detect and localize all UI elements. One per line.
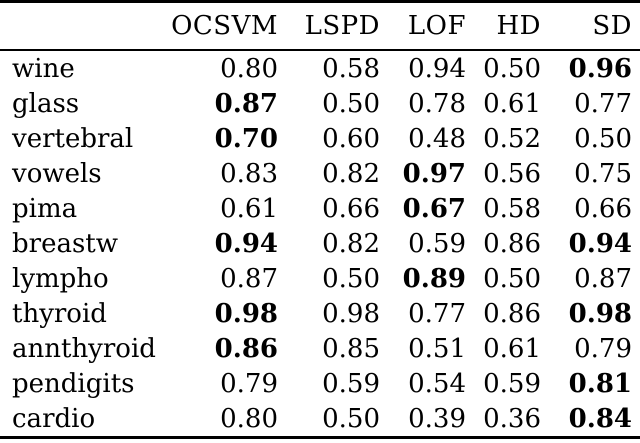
header-cell-dataset — [0, 1, 168, 51]
value-cell: 0.78 — [408, 88, 466, 119]
value-cell: 0.59 — [483, 368, 541, 399]
value-cell: 0.48 — [408, 123, 466, 154]
value-cell: 0.86 — [483, 298, 541, 329]
row-label: cardio — [12, 403, 96, 434]
row-label: lympho — [12, 263, 109, 294]
value-cell: 0.60 — [322, 123, 380, 154]
row-label: vertebral — [12, 123, 134, 154]
value-cell: 0.80 — [220, 403, 278, 434]
table-row: pima 0.61 0.66 0.67 0.58 0.66 — [0, 191, 640, 226]
value-cell: 0.52 — [483, 123, 541, 154]
value-cell: 0.82 — [322, 158, 380, 189]
value-cell: 0.54 — [408, 368, 466, 399]
table-body: wine 0.80 0.58 0.94 0.50 0.96 glass 0.87… — [0, 50, 640, 438]
value-cell: 0.77 — [408, 298, 466, 329]
value-cell: 0.51 — [408, 333, 466, 364]
table-row: wine 0.80 0.58 0.94 0.50 0.96 — [0, 50, 640, 86]
value-cell: 0.70 — [214, 123, 278, 154]
value-cell: 0.98 — [214, 298, 278, 329]
value-cell: 0.59 — [322, 368, 380, 399]
value-cell: 0.75 — [574, 158, 632, 189]
value-cell: 0.86 — [214, 333, 278, 364]
value-cell: 0.87 — [214, 88, 278, 119]
value-cell: 0.77 — [574, 88, 632, 119]
value-cell: 0.98 — [322, 298, 380, 329]
value-cell: 0.50 — [483, 53, 541, 84]
value-cell: 0.89 — [402, 263, 466, 294]
value-cell: 0.58 — [322, 53, 380, 84]
header-cell-lspd: LSPD — [278, 1, 380, 51]
row-label: pima — [12, 193, 78, 224]
table-row: glass 0.87 0.50 0.78 0.61 0.77 — [0, 86, 640, 121]
table-row: lympho 0.87 0.50 0.89 0.50 0.87 — [0, 261, 640, 296]
row-label: glass — [12, 88, 80, 119]
value-cell: 0.67 — [402, 193, 466, 224]
value-cell: 0.79 — [574, 333, 632, 364]
value-cell: 0.81 — [568, 368, 632, 399]
header-row: OCSVM LSPD LOF HD SD — [0, 1, 640, 51]
value-cell: 0.50 — [322, 403, 380, 434]
header-cell-sd: SD — [541, 1, 640, 51]
value-cell: 0.94 — [408, 53, 466, 84]
table-row: thyroid 0.98 0.98 0.77 0.86 0.98 — [0, 296, 640, 331]
value-cell: 0.66 — [322, 193, 380, 224]
value-cell: 0.56 — [483, 158, 541, 189]
table-header: OCSVM LSPD LOF HD SD — [0, 1, 640, 51]
value-cell: 0.94 — [568, 228, 632, 259]
header-cell-ocsvm: OCSVM — [168, 1, 278, 51]
row-label: vowels — [12, 158, 102, 189]
row-label: thyroid — [12, 298, 107, 329]
table-row: vowels 0.83 0.82 0.97 0.56 0.75 — [0, 156, 640, 191]
row-label: breastw — [12, 228, 119, 259]
value-cell: 0.59 — [408, 228, 466, 259]
value-cell: 0.50 — [322, 88, 380, 119]
value-cell: 0.83 — [220, 158, 278, 189]
value-cell: 0.39 — [408, 403, 466, 434]
header-cell-lof: LOF — [380, 1, 466, 51]
table-row: pendigits 0.79 0.59 0.54 0.59 0.81 — [0, 366, 640, 401]
value-cell: 0.50 — [574, 123, 632, 154]
value-cell: 0.98 — [568, 298, 632, 329]
table-row: annthyroid 0.86 0.85 0.51 0.61 0.79 — [0, 331, 640, 366]
header-cell-hd: HD — [466, 1, 541, 51]
value-cell: 0.87 — [574, 263, 632, 294]
value-cell: 0.61 — [483, 333, 541, 364]
value-cell: 0.58 — [483, 193, 541, 224]
value-cell: 0.66 — [574, 193, 632, 224]
row-label: pendigits — [12, 368, 135, 399]
row-label: wine — [12, 53, 75, 84]
value-cell: 0.61 — [483, 88, 541, 119]
value-cell: 0.36 — [483, 403, 541, 434]
value-cell: 0.61 — [220, 193, 278, 224]
table-row: vertebral 0.70 0.60 0.48 0.52 0.50 — [0, 121, 640, 156]
value-cell: 0.85 — [322, 333, 380, 364]
value-cell: 0.87 — [220, 263, 278, 294]
value-cell: 0.82 — [322, 228, 380, 259]
value-cell: 0.50 — [322, 263, 380, 294]
value-cell: 0.84 — [568, 403, 632, 434]
value-cell: 0.50 — [483, 263, 541, 294]
row-label: annthyroid — [12, 333, 156, 364]
value-cell: 0.79 — [220, 368, 278, 399]
value-cell: 0.97 — [402, 158, 466, 189]
value-cell: 0.86 — [483, 228, 541, 259]
value-cell: 0.94 — [214, 228, 278, 259]
value-cell: 0.80 — [220, 53, 278, 84]
table-row: breastw 0.94 0.82 0.59 0.86 0.94 — [0, 226, 640, 261]
table-row: cardio 0.80 0.50 0.39 0.36 0.84 — [0, 401, 640, 438]
value-cell: 0.96 — [568, 53, 632, 84]
